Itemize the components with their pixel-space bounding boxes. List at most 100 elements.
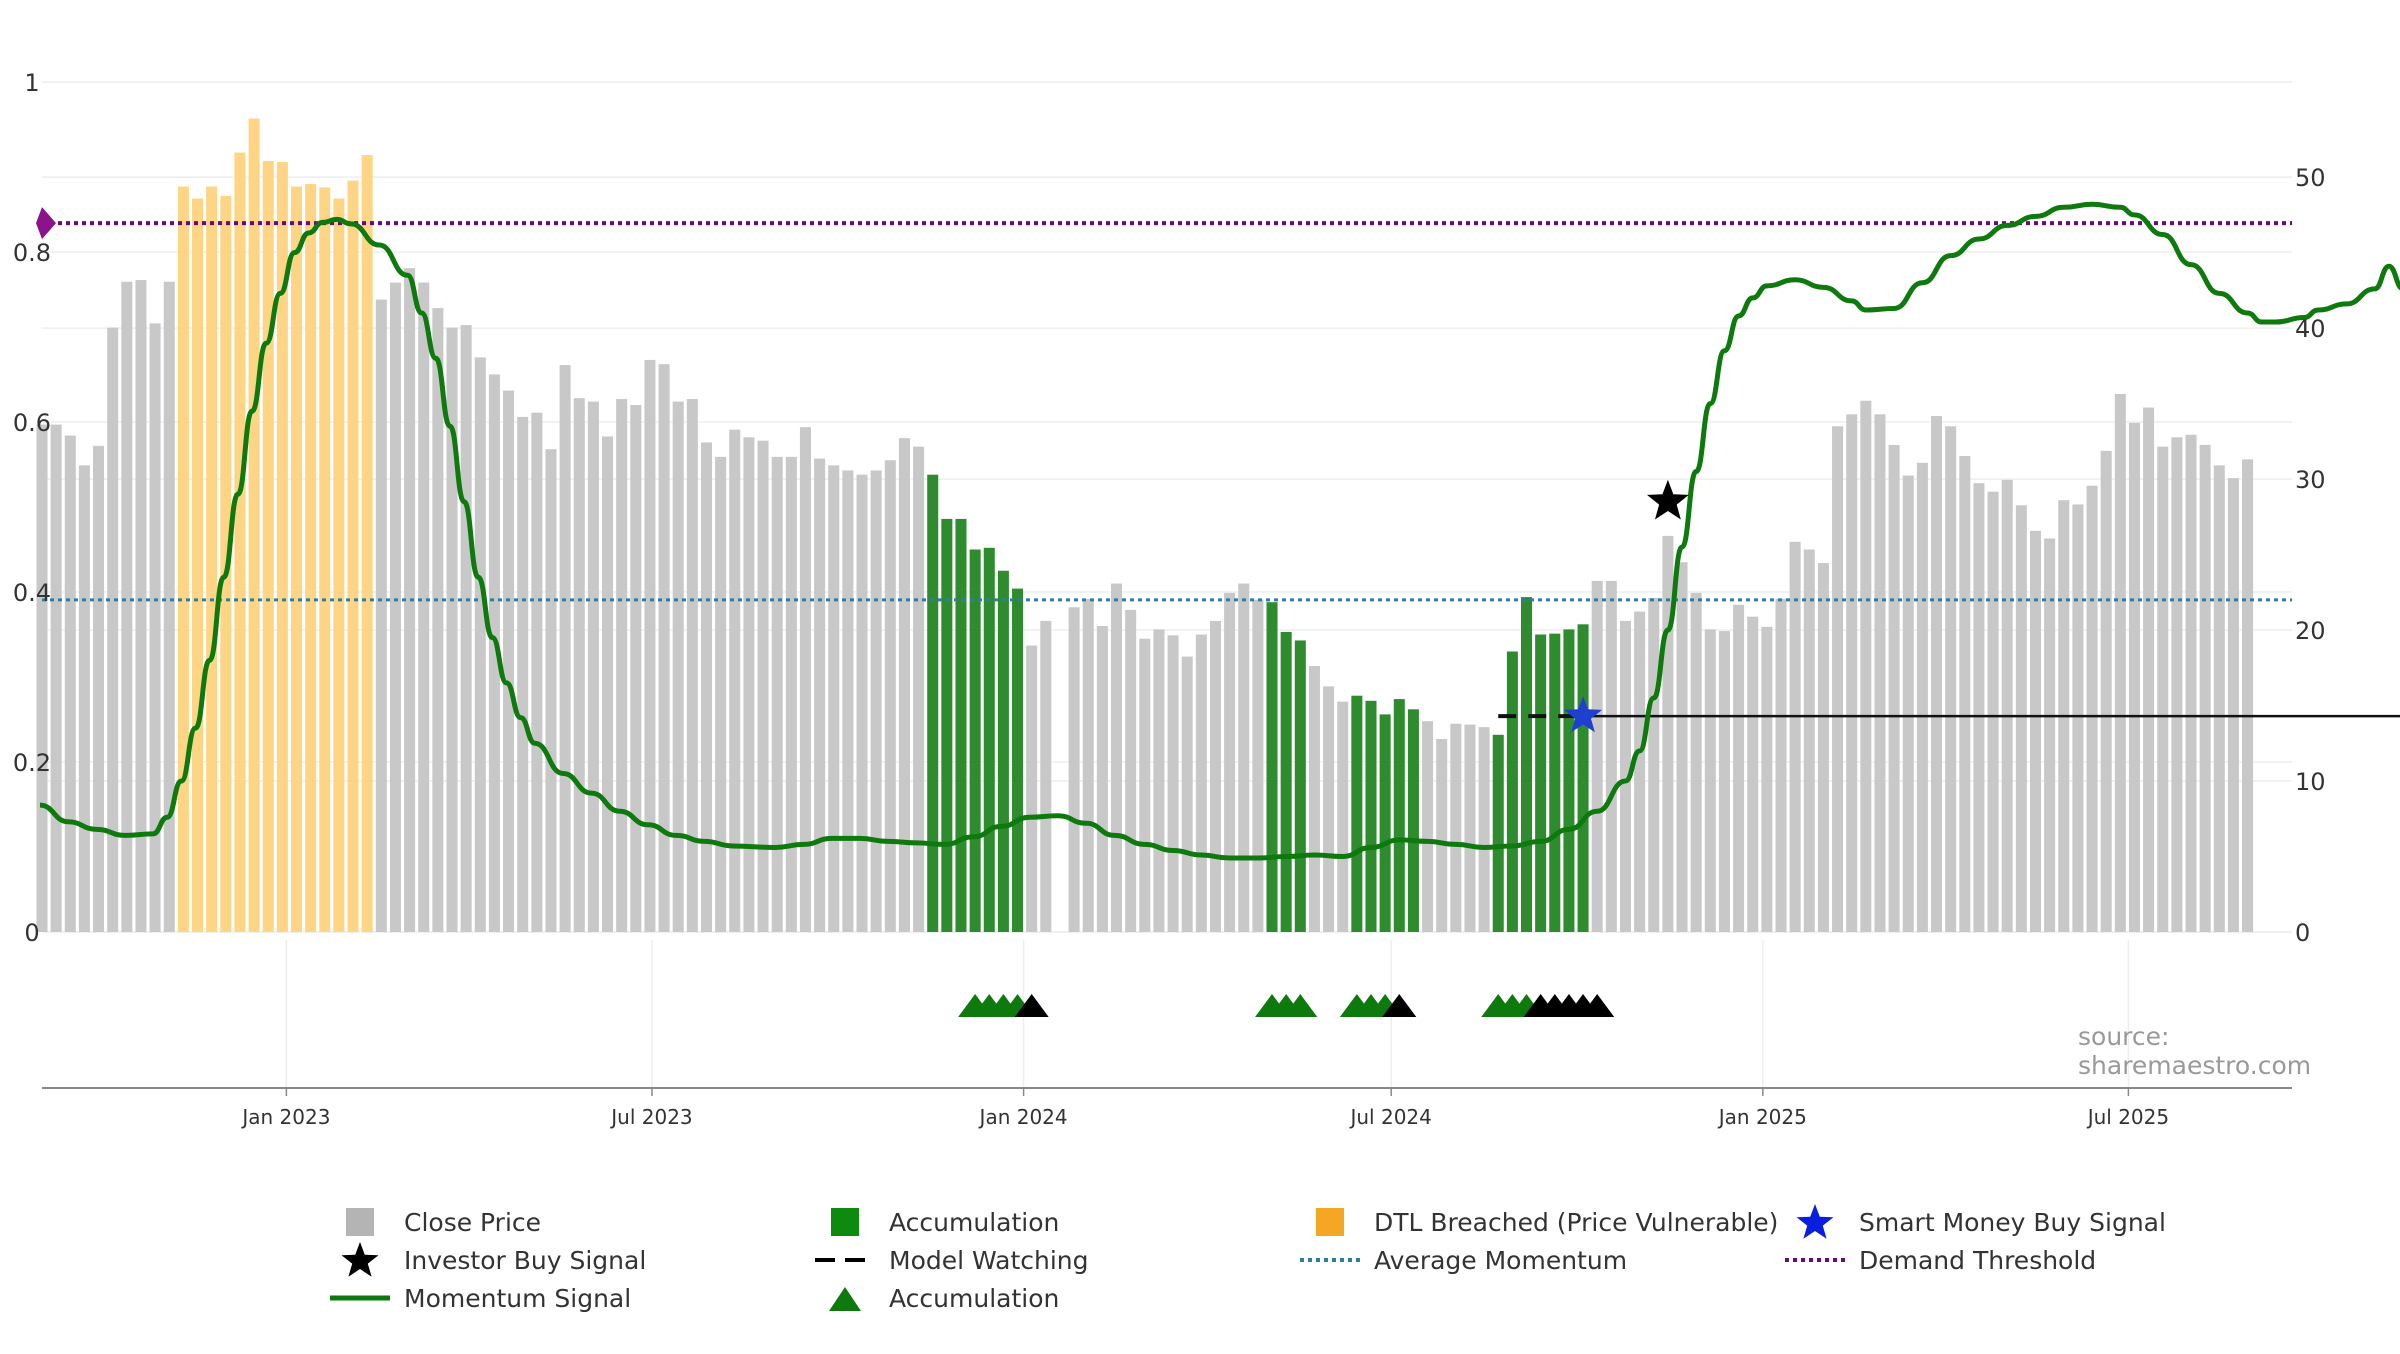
right-tick-label: 50 [2295,164,2326,192]
close-price-bar [2029,530,2042,932]
close-price-bar [2185,434,2197,932]
close-price-bar [2086,485,2098,932]
close-price-bar [913,446,925,932]
close-price-bar [1704,629,1716,932]
dtl-breached-bar [361,155,373,933]
close-price-bar [1733,604,1745,932]
close-price-bar [2100,450,2112,932]
close-price-bar [729,429,741,932]
close-price-bar [1973,483,1985,932]
close-price-bar [517,416,529,932]
close-price-bar [432,308,444,933]
dtl-breached-bar [276,161,288,932]
close-price-bar [2171,437,2183,932]
close-price-bar [1110,583,1123,932]
investor-buy-signal-star [1646,479,1689,520]
dtl-breached-bar [177,186,189,933]
close-price-bar [460,325,472,933]
close-price-bar [1323,686,1335,932]
close-price-legend-icon [330,1204,390,1240]
legend-label: DTL Breached (Price Vulnerable) [1374,1207,1779,1237]
signal-triangle-marker [1014,994,1049,1017]
close-price-bar [2001,479,2013,932]
close-price-bar [771,456,783,932]
legend-item-demand-threshold: Demand Threshold [1785,1242,2096,1278]
close-price-bar [163,281,175,932]
legend-label: Accumulation [889,1207,1060,1237]
close-price-bar [1874,414,1886,933]
close-price-bar [587,401,599,933]
close-price-bar [644,359,656,932]
close-price-bar [1238,583,1250,932]
close-price-bar [1761,626,1773,932]
close-price-bar [814,458,826,932]
close-price-bar [743,437,755,932]
close-price-bar [898,438,910,932]
legend-item-smart-money-buy-signal: Smart Money Buy Signal [1785,1204,2166,1240]
legend-item-average-momentum: Average Momentum [1300,1242,1627,1278]
close-price-bar [1959,456,1971,932]
close-price-bar [1096,626,1108,932]
legend-item-investor-buy-signal: Investor Buy Signal [330,1242,646,1278]
close-price-bar [1860,400,1872,932]
close-price-bar [2128,422,2140,932]
x-tick-label: Jul 2024 [1348,1105,1431,1129]
close-price-bar [1139,638,1151,932]
right-tick-label: 40 [2295,315,2326,343]
close-price-bar [1931,416,1943,932]
accumulation-bar [969,549,981,932]
close-price-bar [1775,598,1787,932]
legend-label: Smart Money Buy Signal [1859,1207,2166,1237]
legend-label: Accumulation [889,1283,1060,1313]
close-price-bar [1068,607,1080,932]
close-price-bar [1916,462,1928,932]
close-price-bar [686,399,698,932]
accumulation-bar [997,570,1009,932]
close-price-bar [573,398,585,932]
legend-label: Demand Threshold [1859,1245,2097,1275]
source-label: source: sharemaestro.com [2078,1022,2312,1080]
accumulation-bar [1280,631,1292,932]
dtl-breached-bar [262,161,274,933]
markers-layer [958,479,1689,1017]
signal-triangle-marker [1580,994,1615,1017]
signal-triangle-marker [1382,994,1417,1017]
close-price-bar [1209,620,1221,932]
close-price-bar [1082,598,1094,932]
accumulation-bar [983,547,995,932]
right-tick-label: 20 [2295,617,2326,645]
accumulation-bar [1577,624,1589,932]
close-price-bar [785,456,797,932]
close-price-bar [1690,592,1702,932]
dtl-breached-bar [290,186,303,933]
close-price-bar [503,390,515,932]
close-price-bar [488,374,500,932]
model-watching-legend-icon [815,1242,875,1278]
demand-threshold-legend-icon [1785,1242,1845,1278]
accumulation-triangle-marker [1283,994,1318,1017]
accumulation-bar [1506,651,1518,932]
close-price-bar [884,460,896,932]
legend-item-momentum-signal: Momentum Signal [330,1280,631,1316]
close-price-bar [2044,538,2056,932]
dtl-breached-bar [305,184,317,932]
legend-item-close-price: Close Price [330,1204,541,1240]
x-tick-label: Jan 2024 [978,1105,1068,1129]
close-price-bar [1252,599,1264,932]
dtl-breached-bar [234,152,246,933]
close-price-bar [616,399,628,932]
smart-money-buy-signal-legend-icon [1785,1204,1845,1240]
close-price-bar [1591,580,1603,932]
close-price-bar [1619,620,1631,932]
accumulation-bar [1521,597,1533,932]
accumulation-legend-icon [815,1204,875,1240]
close-price-bar [389,282,401,933]
close-price-bar [658,364,670,932]
close-price-bar [36,424,48,932]
accumulation-bar [1549,633,1561,932]
close-price-bar [531,412,543,932]
close-price-bar [1605,580,1617,932]
close-price-bar [2227,478,2239,932]
